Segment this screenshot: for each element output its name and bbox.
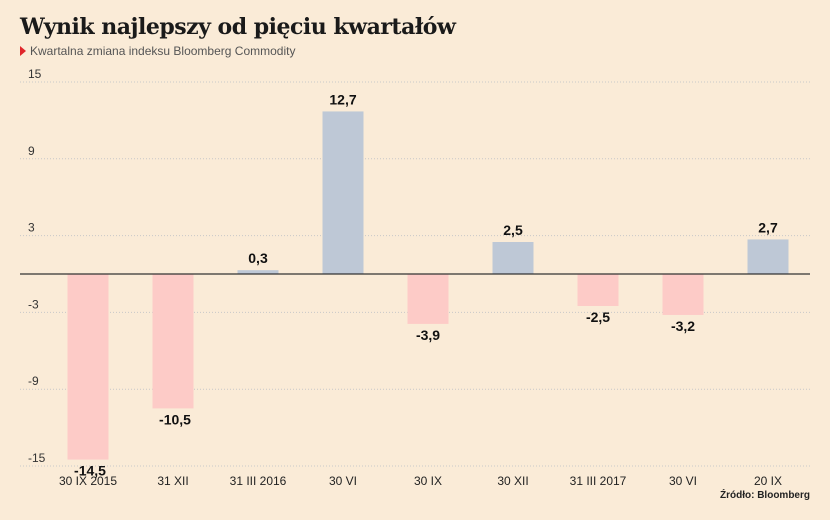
- source-note: Źródło: Bloomberg: [720, 490, 810, 501]
- bar: [577, 274, 619, 306]
- bar: [492, 242, 534, 274]
- y-tick-label: -15: [28, 451, 46, 465]
- data-label: 2,5: [503, 222, 523, 238]
- data-label: -3,9: [416, 327, 440, 343]
- bar: [662, 274, 704, 315]
- x-tick-label: 30 IX: [414, 474, 442, 488]
- bar: [237, 270, 279, 274]
- chart-subtitle: Kwartalna zmiana indeksu Bloomberg Commo…: [20, 44, 295, 58]
- data-label: -3,2: [671, 318, 695, 334]
- x-tick-label: 30 VI: [329, 474, 357, 488]
- data-label: 12,7: [329, 91, 356, 107]
- data-label: 2,7: [758, 219, 778, 235]
- x-tick-label: 31 III 2016: [230, 474, 287, 488]
- y-tick-label: 15: [28, 67, 42, 81]
- triangle-marker-icon: [20, 46, 26, 56]
- data-label: 0,3: [248, 250, 268, 266]
- bar: [322, 111, 364, 274]
- data-label: -2,5: [586, 309, 610, 325]
- data-label: -14,5: [74, 463, 106, 479]
- x-tick-label: 30 VI: [669, 474, 697, 488]
- y-tick-label: -9: [28, 374, 39, 388]
- bar: [747, 239, 789, 274]
- bar: [407, 274, 449, 324]
- x-tick-label: 30 XII: [497, 474, 528, 488]
- data-label: -10,5: [159, 411, 191, 427]
- x-tick-label: 20 IX: [754, 474, 782, 488]
- bar: [152, 274, 194, 409]
- bar: [67, 274, 109, 460]
- y-tick-label: 3: [28, 221, 35, 235]
- x-tick-label: 31 III 2017: [570, 474, 627, 488]
- chart-title: Wynik najlepszy od pięciu kwartałów: [20, 14, 456, 40]
- y-tick-label: -3: [28, 297, 39, 311]
- subtitle-text: Kwartalna zmiana indeksu Bloomberg Commo…: [30, 44, 296, 58]
- x-tick-label: 30 IX 2015: [59, 474, 117, 488]
- y-tick-label: 9: [28, 144, 35, 158]
- x-tick-label: 31 XII: [157, 474, 188, 488]
